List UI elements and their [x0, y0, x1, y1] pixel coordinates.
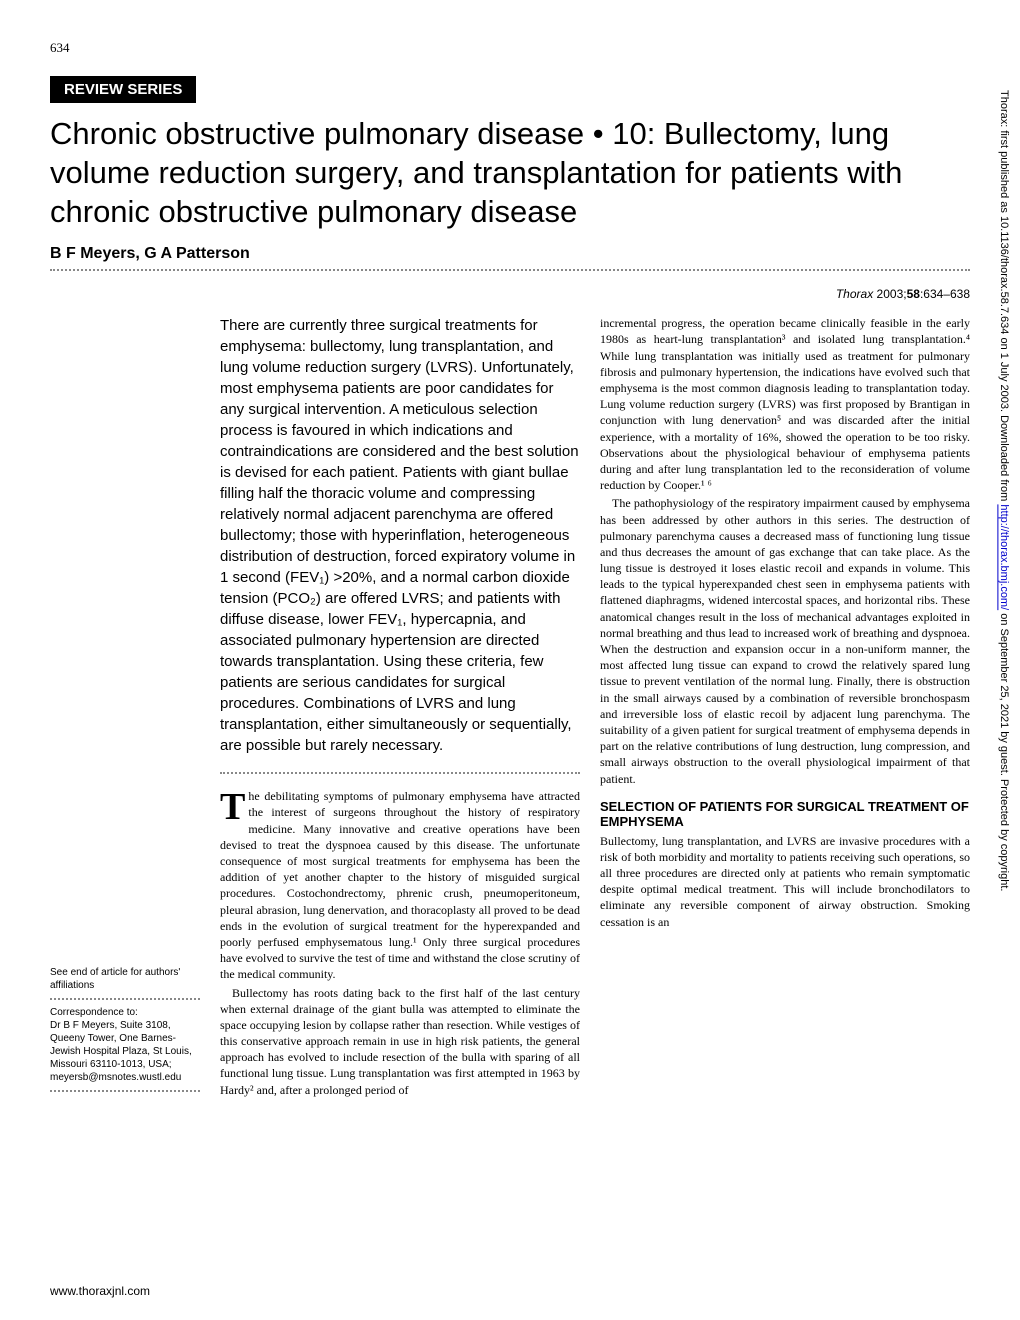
vertical-link[interactable]: http://thorax.bmj.com/: [998, 504, 1010, 610]
body-paragraph-2: Bullectomy has roots dating back to the …: [220, 985, 580, 1098]
vertical-suffix: on September 25, 2021 by guest. Protecte…: [998, 610, 1010, 891]
footer-url: www.thoraxjnl.com: [50, 1284, 150, 1298]
vertical-prefix: Thorax: first published as 10.1136/thora…: [998, 90, 1010, 504]
body-paragraph-1: The debilitating symptoms of pulmonary e…: [220, 788, 580, 982]
right-paragraph-1: incremental progress, the operation beca…: [600, 315, 970, 493]
abstract: There are currently three surgical treat…: [220, 315, 580, 756]
sidebar-info: See end of article for authors' affiliat…: [50, 966, 200, 1098]
correspondence-label: Correspondence to:: [50, 1006, 200, 1019]
citation-journal: Thorax: [836, 287, 873, 301]
sidebar-divider: [50, 998, 200, 1000]
section-heading: SELECTION OF PATIENTS FOR SURGICAL TREAT…: [600, 799, 970, 829]
correspondence-address: Dr B F Meyers, Suite 3108, Queeny Tower,…: [50, 1019, 200, 1084]
vertical-sidebar-text: Thorax: first published as 10.1136/thora…: [998, 90, 1010, 1240]
dropcap: T: [220, 791, 245, 823]
review-series-badge: REVIEW SERIES: [50, 76, 196, 103]
body-para1-text: he debilitating symptoms of pulmonary em…: [220, 789, 580, 981]
right-paragraph-3: Bullectomy, lung transplantation, and LV…: [600, 833, 970, 930]
content-area: See end of article for authors' affiliat…: [50, 315, 970, 1098]
left-sidebar: See end of article for authors' affiliat…: [50, 315, 200, 1098]
dotted-divider: [50, 269, 970, 271]
citation-pages: :634–638: [920, 287, 970, 301]
right-paragraph-2: The pathophysiology of the respiratory i…: [600, 495, 970, 786]
abstract-divider: [220, 772, 580, 774]
authors: B F Meyers, G A Patterson: [50, 245, 970, 263]
sidebar-see-end: See end of article for authors' affiliat…: [50, 966, 200, 992]
citation-volume: 58: [907, 287, 920, 301]
article-title: Chronic obstructive pulmonary disease • …: [50, 115, 970, 231]
right-column: incremental progress, the operation beca…: [600, 315, 970, 1098]
sidebar-divider: [50, 1090, 200, 1092]
page-number: 634: [50, 40, 970, 56]
middle-column: There are currently three surgical treat…: [220, 315, 580, 1098]
citation: Thorax 2003;58:634–638: [50, 287, 970, 301]
citation-year: 2003;: [877, 287, 907, 301]
